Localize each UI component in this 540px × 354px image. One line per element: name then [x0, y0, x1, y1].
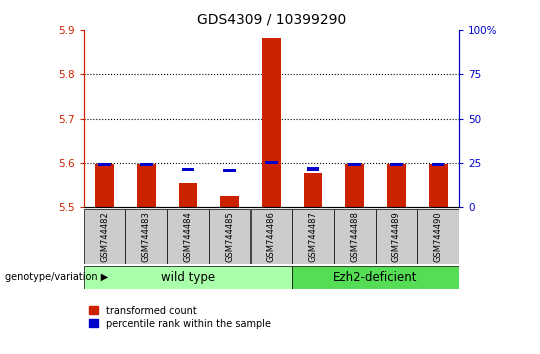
- Bar: [262, 38, 281, 207]
- Text: GSM744486: GSM744486: [267, 211, 276, 262]
- Bar: [251, 209, 292, 264]
- Bar: [224, 169, 236, 172]
- Bar: [429, 164, 448, 207]
- Bar: [95, 164, 114, 207]
- Text: GSM744482: GSM744482: [100, 211, 109, 262]
- Text: Ezh2-deficient: Ezh2-deficient: [333, 270, 418, 284]
- Bar: [125, 209, 167, 264]
- Text: GSM744487: GSM744487: [308, 211, 318, 262]
- Bar: [98, 162, 111, 166]
- Text: genotype/variation ▶: genotype/variation ▶: [5, 272, 109, 282]
- Bar: [265, 161, 278, 164]
- Bar: [417, 209, 459, 264]
- Bar: [348, 162, 361, 166]
- Bar: [167, 209, 209, 264]
- Text: GSM744484: GSM744484: [184, 211, 192, 262]
- Text: GSM744488: GSM744488: [350, 211, 359, 262]
- Bar: [376, 209, 417, 264]
- Bar: [303, 173, 322, 207]
- Bar: [390, 162, 403, 166]
- Text: GSM744483: GSM744483: [141, 211, 151, 262]
- Bar: [179, 183, 197, 207]
- Text: GSM744485: GSM744485: [225, 211, 234, 262]
- Bar: [432, 162, 444, 166]
- Bar: [140, 162, 152, 166]
- Bar: [292, 209, 334, 264]
- Bar: [84, 266, 292, 289]
- Bar: [84, 209, 125, 264]
- Title: GDS4309 / 10399290: GDS4309 / 10399290: [197, 12, 346, 26]
- Text: GSM744489: GSM744489: [392, 211, 401, 262]
- Bar: [334, 209, 376, 264]
- Text: wild type: wild type: [161, 270, 215, 284]
- Text: GSM744490: GSM744490: [434, 211, 443, 262]
- Bar: [292, 266, 459, 289]
- Bar: [307, 167, 319, 171]
- Bar: [387, 164, 406, 207]
- Bar: [181, 168, 194, 171]
- Bar: [137, 164, 156, 207]
- Legend: transformed count, percentile rank within the sample: transformed count, percentile rank withi…: [89, 306, 271, 329]
- Bar: [220, 196, 239, 207]
- Bar: [346, 164, 364, 207]
- Bar: [209, 209, 251, 264]
